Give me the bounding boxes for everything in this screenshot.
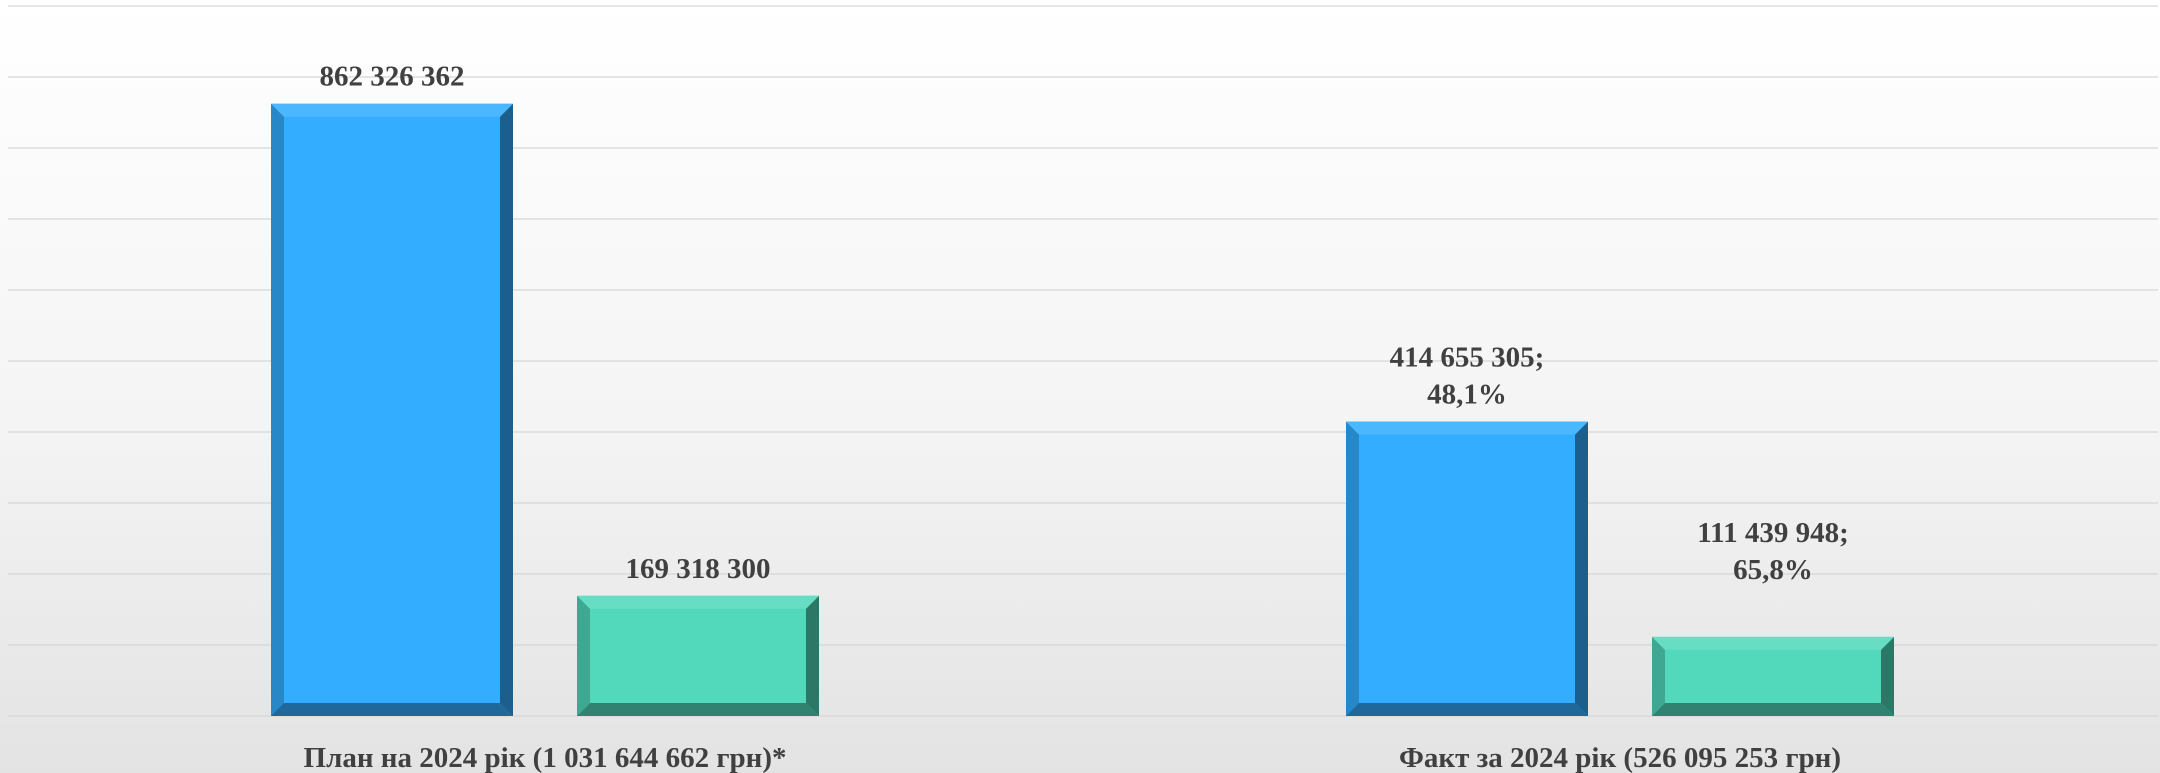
bar-bevel-bottom: [1652, 703, 1894, 716]
bar-face: [1346, 421, 1588, 716]
data-label: 48,1%: [1427, 379, 1507, 411]
bar-face: [1652, 636, 1894, 716]
bar-bevel-right: [1575, 421, 1588, 716]
bar-bevel-left: [271, 103, 284, 716]
bar-bevel-bottom: [271, 703, 513, 716]
category-axis: План на 2024 рік (1 031 644 662 грн)* Фа…: [304, 742, 1841, 773]
bar-face: [577, 595, 819, 716]
data-label: 414 655 305;: [1390, 342, 1545, 374]
data-labels: 862 326 362 169 318 300 414 655 305; 48,1% 1…: [320, 61, 1849, 586]
category-label-fact: Факт за 2024 рік (526 095 253 грн): [1399, 742, 1841, 773]
data-label: 111 439 948;: [1697, 517, 1848, 549]
bar-bevel-top: [271, 103, 513, 117]
bar: [271, 103, 513, 716]
bar-bevel-top: [1346, 421, 1588, 435]
bar-face: [271, 103, 513, 716]
data-label: 65,8%: [1733, 554, 1813, 586]
bar-bevel-left: [1346, 421, 1359, 716]
bar-bevel-right: [806, 595, 819, 716]
bars: [271, 103, 1894, 716]
bar-bevel-top: [577, 595, 819, 609]
bar-bevel-bottom: [577, 703, 819, 716]
bar-bevel-right: [500, 103, 513, 716]
bar-bevel-left: [1652, 636, 1665, 716]
bar-bevel-right: [1881, 636, 1894, 716]
data-label: 862 326 362: [320, 61, 465, 93]
category-label-plan: План на 2024 рік (1 031 644 662 грн)*: [304, 742, 787, 773]
bar: [1652, 636, 1894, 716]
bar: [577, 595, 819, 716]
bar: [1346, 421, 1588, 716]
bar-bevel-left: [577, 595, 590, 716]
bar-bevel-top: [1652, 636, 1894, 650]
data-label: 169 318 300: [626, 553, 771, 585]
bar-bevel-bottom: [1346, 703, 1588, 716]
